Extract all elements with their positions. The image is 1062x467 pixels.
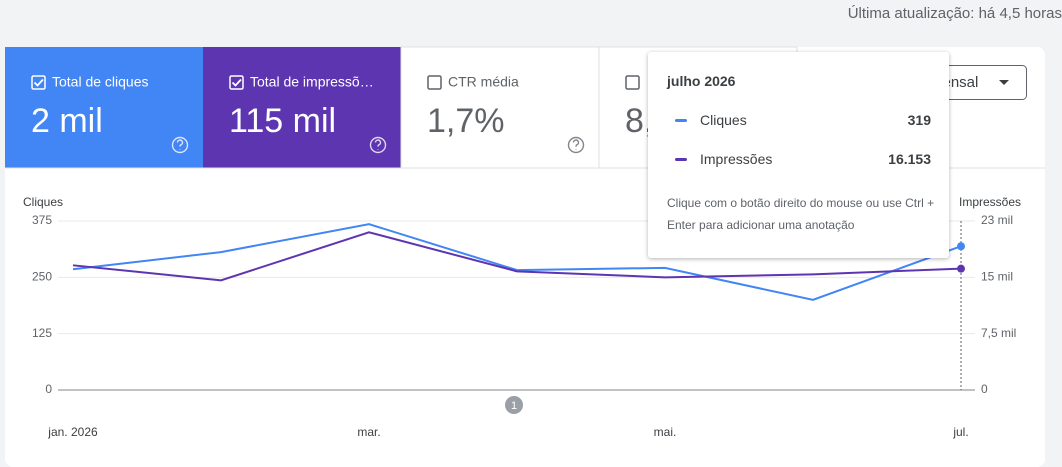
tooltip-title: julho 2026 xyxy=(667,73,736,89)
help-icon xyxy=(369,136,387,154)
help-glyph xyxy=(176,139,184,150)
series-line xyxy=(72,231,962,282)
y-tick-label: 375 xyxy=(32,213,52,227)
y-axis-title: Cliques xyxy=(23,195,63,209)
x-tick-label: jul. xyxy=(952,425,968,439)
y2-tick-label: 23 mil xyxy=(981,213,1013,227)
checkbox xyxy=(31,75,46,90)
metric-value: 2 mil xyxy=(31,102,103,140)
tooltip-value: 16.153 xyxy=(888,151,931,167)
checkbox xyxy=(625,75,640,90)
tooltip: julho 2026 Clique com o botão direito do… xyxy=(648,52,949,258)
x-tick-label: mar. xyxy=(357,425,380,439)
metric-label: Total de impressõ… xyxy=(250,74,374,90)
check-mark xyxy=(231,78,242,87)
y2-tick-label: 0 xyxy=(981,382,988,396)
tooltip-swatch xyxy=(675,158,687,161)
hover-dot xyxy=(957,242,965,251)
help-glyph xyxy=(374,139,382,150)
metric-value: 115 mil xyxy=(229,102,336,140)
metric-value: 1,7% xyxy=(427,102,505,140)
check-mark xyxy=(33,78,44,87)
annotation-marker[interactable] xyxy=(505,396,523,414)
y-tick-label: 0 xyxy=(45,382,52,396)
y2-tick-label: 7,5 mil xyxy=(981,326,1016,340)
y2-tick-label: 15 mil xyxy=(981,270,1013,284)
tooltip-row: Cliques 319 xyxy=(648,111,949,131)
y2-axis-title: Impressões xyxy=(959,195,1021,209)
tooltip-row: Impressões 16.153 xyxy=(648,150,949,170)
y-tick-label: 250 xyxy=(32,270,52,284)
series-line xyxy=(72,223,962,301)
y-tick-label: 125 xyxy=(32,326,52,340)
metric-card[interactable] xyxy=(400,46,600,169)
x-tick-label: jan. 2026 xyxy=(47,425,98,439)
help-glyph xyxy=(572,139,580,150)
metric-card[interactable] xyxy=(5,47,203,168)
metric-label: CTR média xyxy=(448,74,519,90)
annotation-label: 1 xyxy=(511,400,517,412)
x-tick-label: mai. xyxy=(654,425,677,439)
dropdown-caret xyxy=(999,80,1009,85)
hover-dot xyxy=(957,264,965,273)
page: Última atualização: há 4,5 horas Total d… xyxy=(5,5,1062,467)
help-icon xyxy=(567,136,585,154)
tooltip-name: Cliques xyxy=(700,112,747,128)
metric-label: Total de cliques xyxy=(52,74,149,90)
last-update: Última atualização: há 4,5 horas xyxy=(847,5,1062,22)
tooltip-name: Impressões xyxy=(700,151,773,167)
tooltip-note: Clique com o botão direito do mouse ou u… xyxy=(667,196,935,232)
tooltip-value: 319 xyxy=(907,112,931,128)
tooltip-swatch xyxy=(675,119,687,122)
checkbox xyxy=(427,75,442,90)
help-icon xyxy=(171,136,189,154)
checkbox xyxy=(229,75,244,90)
metric-card[interactable] xyxy=(203,47,401,168)
